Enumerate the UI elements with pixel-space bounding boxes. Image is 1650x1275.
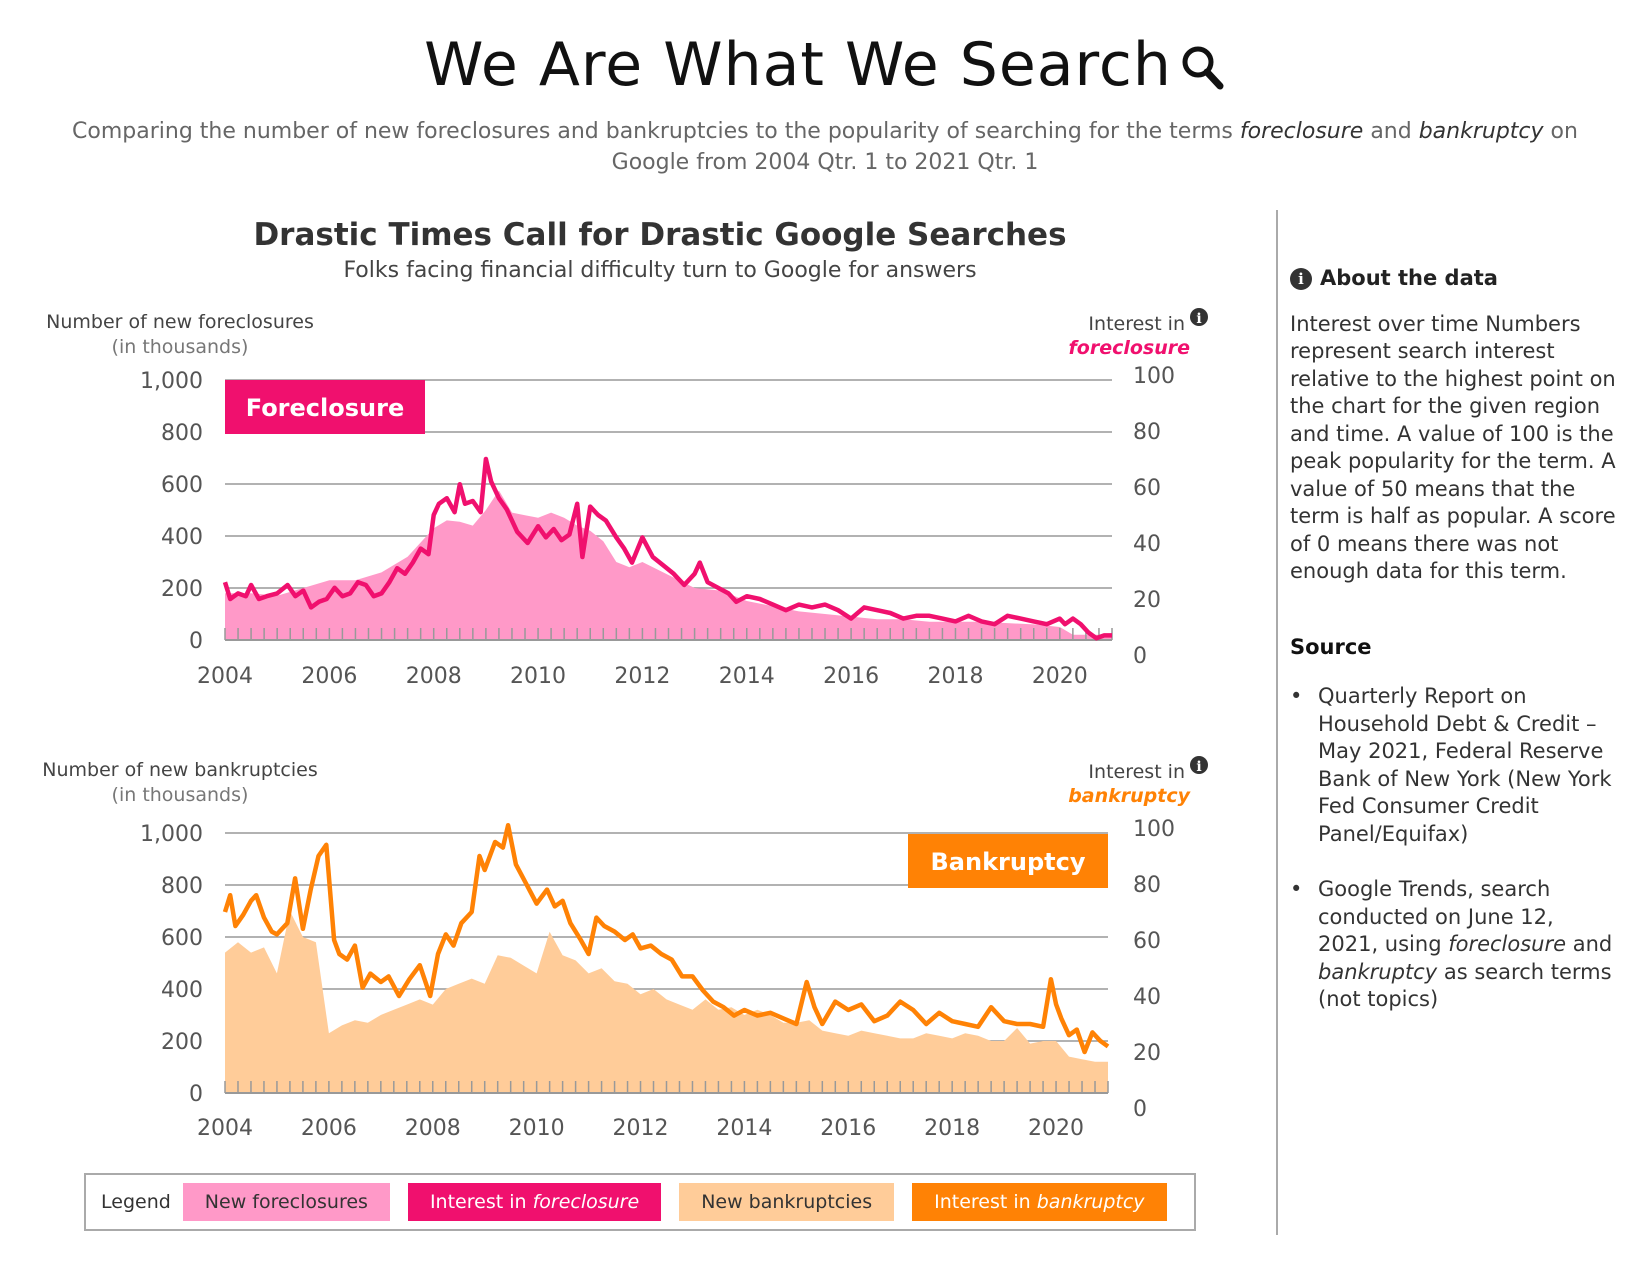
source-list: Quarterly Report on Household Debt & Cre… — [1290, 683, 1620, 1014]
right-tick-label: 60 — [1133, 476, 1161, 501]
area-series — [225, 490, 1112, 640]
right-tick-label: 100 — [1133, 364, 1175, 389]
divider — [1276, 210, 1278, 1235]
chart-title: Drastic Times Call for Drastic Google Se… — [253, 217, 1066, 253]
info-icon — [1190, 308, 1208, 326]
x-tick-label: 2006 — [301, 664, 357, 689]
left-tick-label: 200 — [161, 1030, 203, 1055]
legend-new-bankruptcies: New bankruptcies — [679, 1183, 895, 1221]
source-heading: Source — [1290, 634, 1372, 659]
x-tick-label: 2006 — [301, 1116, 357, 1141]
about-text: Interest over time Numbers represent sea… — [1290, 311, 1616, 584]
series-tag-box — [908, 834, 1108, 888]
right-axis-term: foreclosure — [1069, 337, 1191, 359]
x-tick-label: 2010 — [510, 664, 566, 689]
left-axis-sublabel: (in thousands) — [112, 784, 249, 806]
left-axis-sublabel: (in thousands) — [112, 336, 249, 358]
right-tick-label: 80 — [1133, 420, 1161, 445]
series-tag-label: Bankruptcy — [931, 848, 1086, 876]
area-series — [225, 911, 1108, 1093]
legend: Legend New foreclosures Interest in fore… — [84, 1173, 1196, 1231]
search-icon — [1182, 46, 1224, 90]
legend-interest-bankruptcy: Interest in bankruptcy — [912, 1183, 1167, 1221]
x-tick-label: 2016 — [820, 1116, 876, 1141]
chart-subtitle: Folks facing financial difficulty turn t… — [343, 258, 976, 283]
left-tick-label: 1,000 — [140, 369, 203, 394]
info-icon: i — [1290, 267, 1312, 290]
x-tick-label: 2010 — [509, 1116, 565, 1141]
page-subtitle: Comparing the number of new foreclosures… — [72, 119, 1578, 175]
right-tick-label: 0 — [1133, 1097, 1147, 1122]
line-series — [222, 456, 1112, 641]
left-tick-label: 800 — [161, 421, 203, 446]
left-axis-label: Number of new bankruptcies — [42, 759, 317, 781]
series-tag-label: Foreclosure — [246, 394, 404, 422]
legend-label: Legend — [101, 1191, 171, 1213]
x-tick-label: 2020 — [1028, 1116, 1084, 1141]
legend-new-foreclosures: New foreclosures — [182, 1183, 390, 1221]
x-tick-label: 2018 — [924, 1116, 980, 1141]
info-icon-glyph: i — [1196, 759, 1201, 775]
right-axis-term: bankruptcy — [1068, 785, 1191, 807]
legend-interest-foreclosure: Interest in foreclosure — [407, 1183, 662, 1221]
right-tick-label: 40 — [1133, 985, 1161, 1010]
left-axis-label: Number of new foreclosures — [46, 311, 314, 333]
left-tick-label: 400 — [161, 978, 203, 1003]
left-tick-label: 400 — [161, 525, 203, 550]
info-icon — [1190, 756, 1208, 774]
left-tick-label: 200 — [161, 577, 203, 602]
x-tick-label: 2012 — [614, 664, 670, 689]
x-tick-label: 2016 — [823, 664, 879, 689]
source-item: Google Trends, search conducted on June … — [1290, 876, 1620, 1014]
x-tick-label: 2004 — [197, 664, 253, 689]
right-tick-label: 100 — [1133, 817, 1175, 842]
line-series — [222, 822, 1110, 1055]
x-tick-label: 2008 — [406, 664, 462, 689]
right-axis-label: Interest in — [1088, 313, 1185, 335]
right-tick-label: 20 — [1133, 1041, 1161, 1066]
info-icon-glyph: i — [1196, 311, 1201, 327]
about-heading: i About the data — [1290, 265, 1620, 293]
source-item: Quarterly Report on Household Debt & Cre… — [1290, 683, 1620, 848]
left-tick-label: 0 — [189, 1082, 203, 1107]
right-tick-label: 80 — [1133, 873, 1161, 898]
chart-panel-foreclosure: 0 200 400 600 800 1,000 0 20 40 60 80 100 2004 2006 20… — [46, 308, 1208, 689]
left-tick-label: 600 — [161, 473, 203, 498]
right-tick-label: 40 — [1133, 532, 1161, 557]
x-tick-label: 2020 — [1032, 664, 1088, 689]
left-tick-label: 0 — [189, 629, 203, 654]
right-axis-label: Interest in — [1088, 761, 1185, 783]
sidebar: i About the data Interest over time Numbe… — [1290, 265, 1620, 1042]
right-tick-label: 60 — [1133, 929, 1161, 954]
right-tick-label: 20 — [1133, 588, 1161, 613]
chart-panel-bankruptcy: 0 200 400 600 800 1,000 0 20 40 60 80 100 2004 2006 20… — [42, 756, 1208, 1141]
left-tick-label: 1,000 — [140, 822, 203, 847]
x-tick-label: 2008 — [405, 1116, 461, 1141]
chart-area: Drastic Times Call for Drastic Google Se… — [42, 217, 1208, 1141]
x-tick-label: 2004 — [197, 1116, 253, 1141]
left-tick-label: 800 — [161, 874, 203, 899]
right-tick-label: 0 — [1133, 644, 1147, 669]
x-tick-label: 2014 — [716, 1116, 772, 1141]
left-tick-label: 600 — [161, 926, 203, 951]
x-tick-label: 2014 — [719, 664, 775, 689]
series-tag-box — [225, 380, 425, 434]
x-tick-label: 2018 — [927, 664, 983, 689]
page-title: We Are What We Search — [0, 30, 1650, 100]
x-tick-label: 2012 — [613, 1116, 669, 1141]
